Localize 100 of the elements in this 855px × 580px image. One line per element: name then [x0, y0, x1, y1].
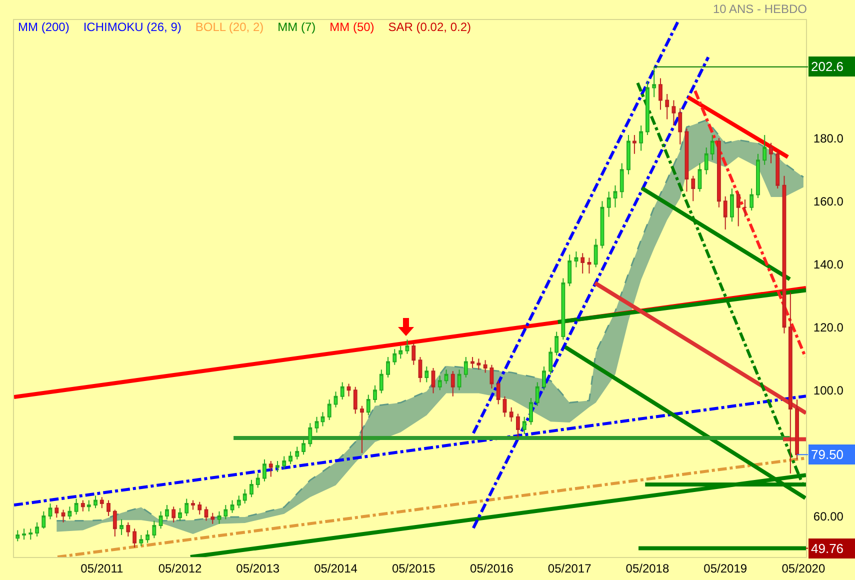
candlestick	[48, 502, 52, 520]
candlestick	[54, 504, 59, 518]
candlestick	[483, 360, 488, 374]
candlestick	[743, 199, 747, 218]
candlestick	[424, 366, 429, 383]
candlestick	[198, 501, 202, 515]
candlestick	[574, 250, 578, 268]
candlestick	[61, 509, 66, 523]
y-tick-label: 140.0	[813, 257, 844, 272]
candlestick	[353, 386, 358, 414]
candlestick	[398, 345, 403, 360]
candlestick	[158, 510, 163, 530]
candlestick	[334, 391, 338, 408]
candlestick	[308, 422, 312, 448]
annotation: ICHIMOKU (26, 9)	[83, 20, 182, 34]
candlestick	[217, 510, 222, 524]
candlestick	[776, 150, 780, 189]
candlestick	[756, 153, 760, 198]
candlestick	[262, 458, 266, 482]
candlestick	[509, 406, 514, 422]
candlestick	[600, 200, 604, 249]
candlestick	[28, 528, 33, 540]
x-tick-label: 05/2014	[314, 561, 358, 576]
candlestick	[366, 394, 370, 416]
candlestick	[184, 498, 189, 517]
x-tick-label: 05/2019	[704, 561, 748, 576]
candlestick	[22, 528, 26, 540]
candlestick	[691, 175, 696, 202]
candlestick	[224, 504, 228, 520]
candlestick	[476, 358, 481, 370]
candlestick	[554, 331, 559, 356]
candlestick	[568, 254, 572, 287]
candlestick	[320, 412, 325, 427]
candlestick	[412, 342, 416, 366]
candlestick	[295, 446, 300, 460]
candlestick	[236, 495, 241, 509]
candlestick	[464, 356, 468, 378]
candlestick	[68, 506, 72, 520]
annotation: 79.50	[811, 447, 844, 462]
candlestick	[542, 366, 546, 391]
candlestick	[431, 368, 436, 394]
candlestick	[74, 498, 78, 515]
candlestick	[490, 364, 494, 389]
candlestick	[346, 383, 351, 397]
candlestick	[535, 382, 540, 406]
candlestick	[268, 460, 273, 478]
candlestick	[418, 356, 422, 383]
candlestick	[314, 416, 319, 434]
candlestick	[587, 257, 592, 274]
annotation: MM (50)	[330, 20, 374, 34]
candlestick	[672, 100, 676, 126]
candlestick	[210, 512, 215, 524]
candlestick	[516, 413, 520, 438]
candlestick	[80, 500, 85, 512]
candlestick	[646, 80, 650, 136]
candlestick	[405, 339, 410, 354]
annotation: MM (200)	[18, 20, 70, 34]
candlestick	[256, 473, 260, 488]
candlestick	[165, 504, 169, 520]
candlestick	[139, 534, 144, 546]
candlestick	[496, 380, 500, 405]
candlestick	[665, 94, 670, 120]
candlestick	[276, 460, 280, 472]
annotation: SAR (0.02, 0.2)	[388, 20, 472, 34]
y-tick-label: 160.0	[813, 194, 844, 208]
candlestick	[392, 348, 397, 366]
candlestick	[548, 347, 553, 375]
candlestick	[723, 196, 728, 230]
y-tick-label: 100.0	[813, 383, 844, 398]
candlestick	[35, 522, 40, 538]
candlestick	[652, 66, 656, 98]
candlestick	[327, 399, 332, 420]
candlestick	[302, 438, 306, 456]
candlestick	[788, 292, 792, 474]
candlestick	[639, 125, 644, 152]
candlestick	[457, 369, 462, 391]
candlestick	[769, 142, 773, 164]
x-tick-label: 05/2020	[782, 561, 826, 576]
y-tick-label: 60.00	[813, 509, 844, 524]
candlestick	[678, 108, 682, 145]
candlestick	[444, 369, 448, 384]
candlestick	[704, 147, 708, 175]
candlestick	[561, 278, 566, 340]
candlestick	[620, 162, 624, 198]
candlestick	[450, 370, 455, 397]
annotation: MM (7)	[278, 20, 316, 34]
candlestick	[191, 500, 195, 510]
annotation: 202.6	[811, 59, 844, 74]
candlestick	[340, 382, 344, 400]
annotation: 49.76	[811, 541, 844, 556]
candlestick	[522, 416, 526, 435]
candlestick	[132, 528, 137, 548]
candlestick	[710, 134, 714, 161]
x-tick-label: 05/2013	[236, 561, 280, 576]
candlestick	[698, 162, 702, 192]
x-tick-label: 05/2016	[470, 561, 514, 576]
candlestick	[373, 384, 377, 404]
candlestick	[502, 396, 507, 418]
candlestick	[204, 506, 208, 522]
candlestick	[736, 191, 740, 227]
